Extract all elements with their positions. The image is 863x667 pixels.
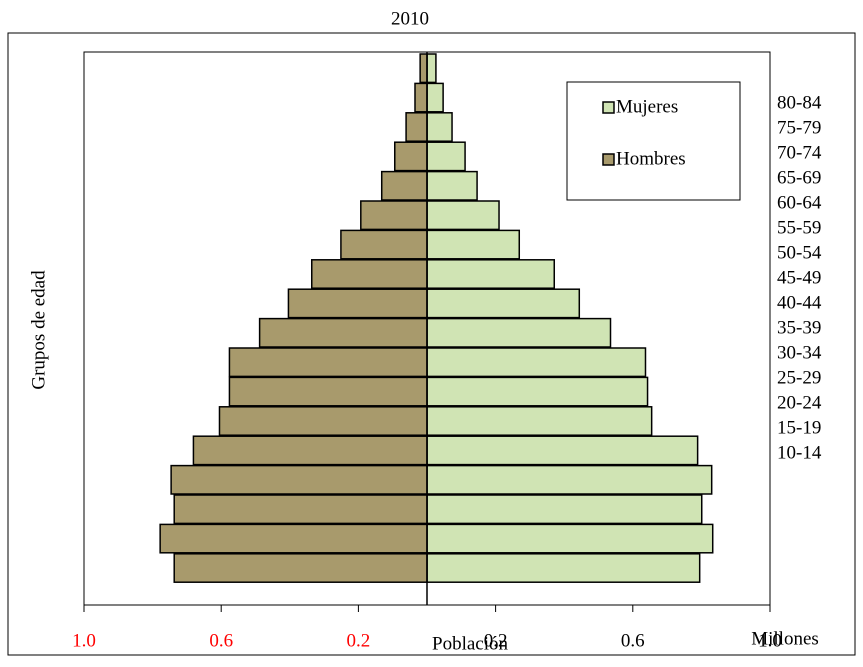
bar — [426, 464, 713, 495]
x-tick-label: 0.2 — [484, 630, 508, 651]
bar — [426, 553, 701, 583]
bar — [192, 435, 428, 466]
bar — [419, 53, 428, 84]
bar — [170, 464, 428, 495]
legend-swatch — [602, 153, 615, 166]
bar — [426, 376, 649, 407]
bar — [287, 288, 428, 319]
bar — [426, 494, 703, 525]
bar — [426, 170, 478, 201]
legend-label: Mujeres — [616, 96, 678, 117]
category-label: 75-79 — [777, 117, 821, 138]
category-label: 60-64 — [777, 192, 822, 213]
category-label: 30-34 — [777, 342, 822, 363]
category-label: 70-74 — [777, 142, 822, 163]
bar — [173, 553, 428, 583]
bar — [228, 376, 428, 407]
x-tick-label: 1.0 — [758, 630, 782, 651]
bar — [426, 112, 453, 142]
category-label: 20-24 — [777, 392, 822, 413]
bar — [340, 229, 428, 260]
x-tick-label: 0.6 — [621, 630, 645, 651]
bar — [414, 82, 428, 113]
category-label: 10-14 — [777, 442, 822, 463]
category-label: 35-39 — [777, 317, 821, 338]
x-axis-label: Población — [432, 633, 508, 654]
x-tick-label: 0.6 — [209, 630, 233, 651]
category-label: 15-19 — [777, 417, 821, 438]
x-tick-label: 0.2 — [347, 630, 371, 651]
bar — [360, 200, 428, 231]
bar — [426, 82, 444, 113]
bar — [426, 288, 581, 319]
bar — [159, 523, 428, 554]
bar — [405, 112, 428, 142]
unit-label: Millones — [751, 628, 819, 649]
legend-label: Hombres — [616, 148, 686, 169]
bar — [311, 259, 428, 289]
category-label: 80-84 — [777, 92, 822, 113]
y-axis-label: Grupos de edad — [28, 270, 49, 390]
bar — [380, 170, 428, 201]
bar — [426, 347, 647, 378]
category-label: 40-44 — [777, 292, 822, 313]
bar — [426, 53, 437, 84]
chart-title: 2010 — [391, 8, 429, 29]
bar — [426, 141, 466, 172]
category-label: 45-49 — [777, 267, 821, 288]
legend-box — [566, 81, 741, 201]
bar — [426, 523, 714, 554]
bar — [426, 259, 556, 289]
bar — [426, 317, 612, 348]
bar — [426, 200, 500, 231]
legend-swatch — [602, 101, 615, 114]
bar — [258, 317, 428, 348]
bar — [228, 347, 428, 378]
category-label: 65-69 — [777, 167, 821, 188]
bar — [426, 435, 699, 466]
category-label: 50-54 — [777, 242, 822, 263]
bar — [426, 406, 653, 436]
category-label: 25-29 — [777, 367, 821, 388]
bar — [173, 494, 428, 525]
x-tick-label: 1.0 — [72, 630, 96, 651]
bar — [218, 406, 428, 436]
bar — [394, 141, 428, 172]
bar — [426, 229, 521, 260]
category-label: 55-59 — [777, 217, 821, 238]
